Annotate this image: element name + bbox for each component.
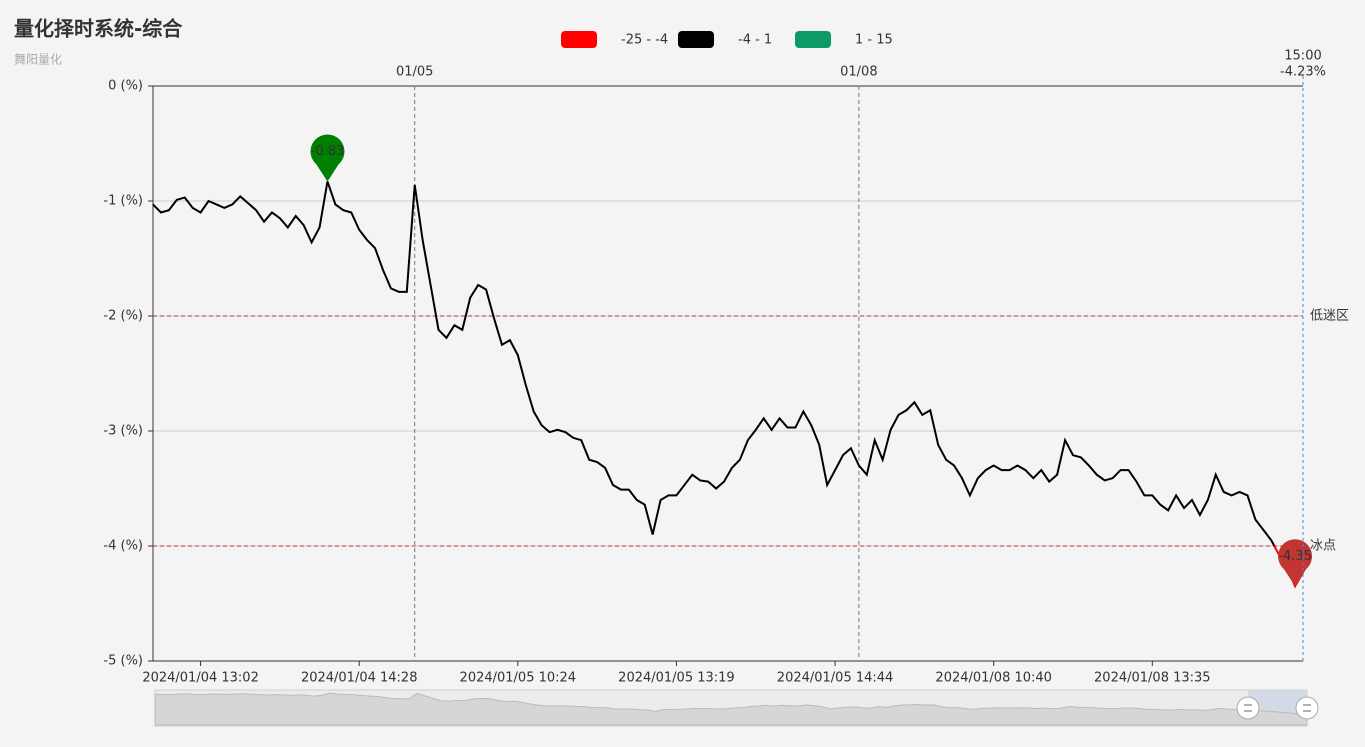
line-series xyxy=(152,181,1276,546)
top-tick-label: 01/08 xyxy=(840,65,877,80)
zoom-handle-grip xyxy=(1244,704,1252,712)
marker-pin xyxy=(1278,539,1313,587)
y-tick-label: -5 (%) xyxy=(103,654,143,669)
y-tick-label: -3 (%) xyxy=(103,424,143,439)
legend-label[interactable]: 1 - 15 xyxy=(855,33,893,48)
x-tick-label: 2024/01/04 13:02 xyxy=(142,671,259,686)
legend-swatch[interactable] xyxy=(795,31,831,48)
legend-label[interactable]: -25 - -4 xyxy=(621,33,668,48)
x-tick-label: 2024/01/08 10:40 xyxy=(935,671,1052,686)
x-tick-label: 2024/01/08 13:35 xyxy=(1094,671,1211,686)
zoom-handle[interactable] xyxy=(1236,696,1260,720)
y-tick-label: -4 (%) xyxy=(103,539,143,554)
chart-subtitle: 舞阳量化 xyxy=(14,53,62,67)
x-tick-label: 2024/01/05 14:44 xyxy=(777,671,894,686)
mark-line-label: 冰点 xyxy=(1310,539,1336,554)
line-series xyxy=(153,181,1303,586)
chart-title: 量化择时系统-综合 xyxy=(14,17,183,41)
x-tick-label: 2024/01/05 13:19 xyxy=(618,671,735,686)
top-tick-label: 01/05 xyxy=(396,65,433,80)
zoom-area xyxy=(154,692,1308,726)
marker-label: -0.83 xyxy=(311,144,345,159)
legend-label[interactable]: -4 - 1 xyxy=(738,33,772,48)
y-tick-label: 0 (%) xyxy=(108,79,143,94)
zoom-handle[interactable] xyxy=(1295,696,1319,720)
legend-swatch[interactable] xyxy=(678,31,714,48)
zoom-handle-grip xyxy=(1303,704,1311,712)
y-tick-label: -1 (%) xyxy=(103,194,143,209)
marker-pin xyxy=(310,134,345,182)
mark-line-label: 低迷区 xyxy=(1310,309,1349,324)
x-tick-label: 2024/01/04 14:28 xyxy=(301,671,418,686)
x-tick-label: 2024/01/05 10:24 xyxy=(460,671,577,686)
pointer-time: 15:00 xyxy=(1284,49,1321,64)
legend-swatch[interactable] xyxy=(561,31,597,48)
line-series xyxy=(1273,546,1304,589)
marker-label: -4.35 xyxy=(1278,549,1312,564)
y-tick-label: -2 (%) xyxy=(103,309,143,324)
pointer-value: -4.23% xyxy=(1280,65,1326,80)
